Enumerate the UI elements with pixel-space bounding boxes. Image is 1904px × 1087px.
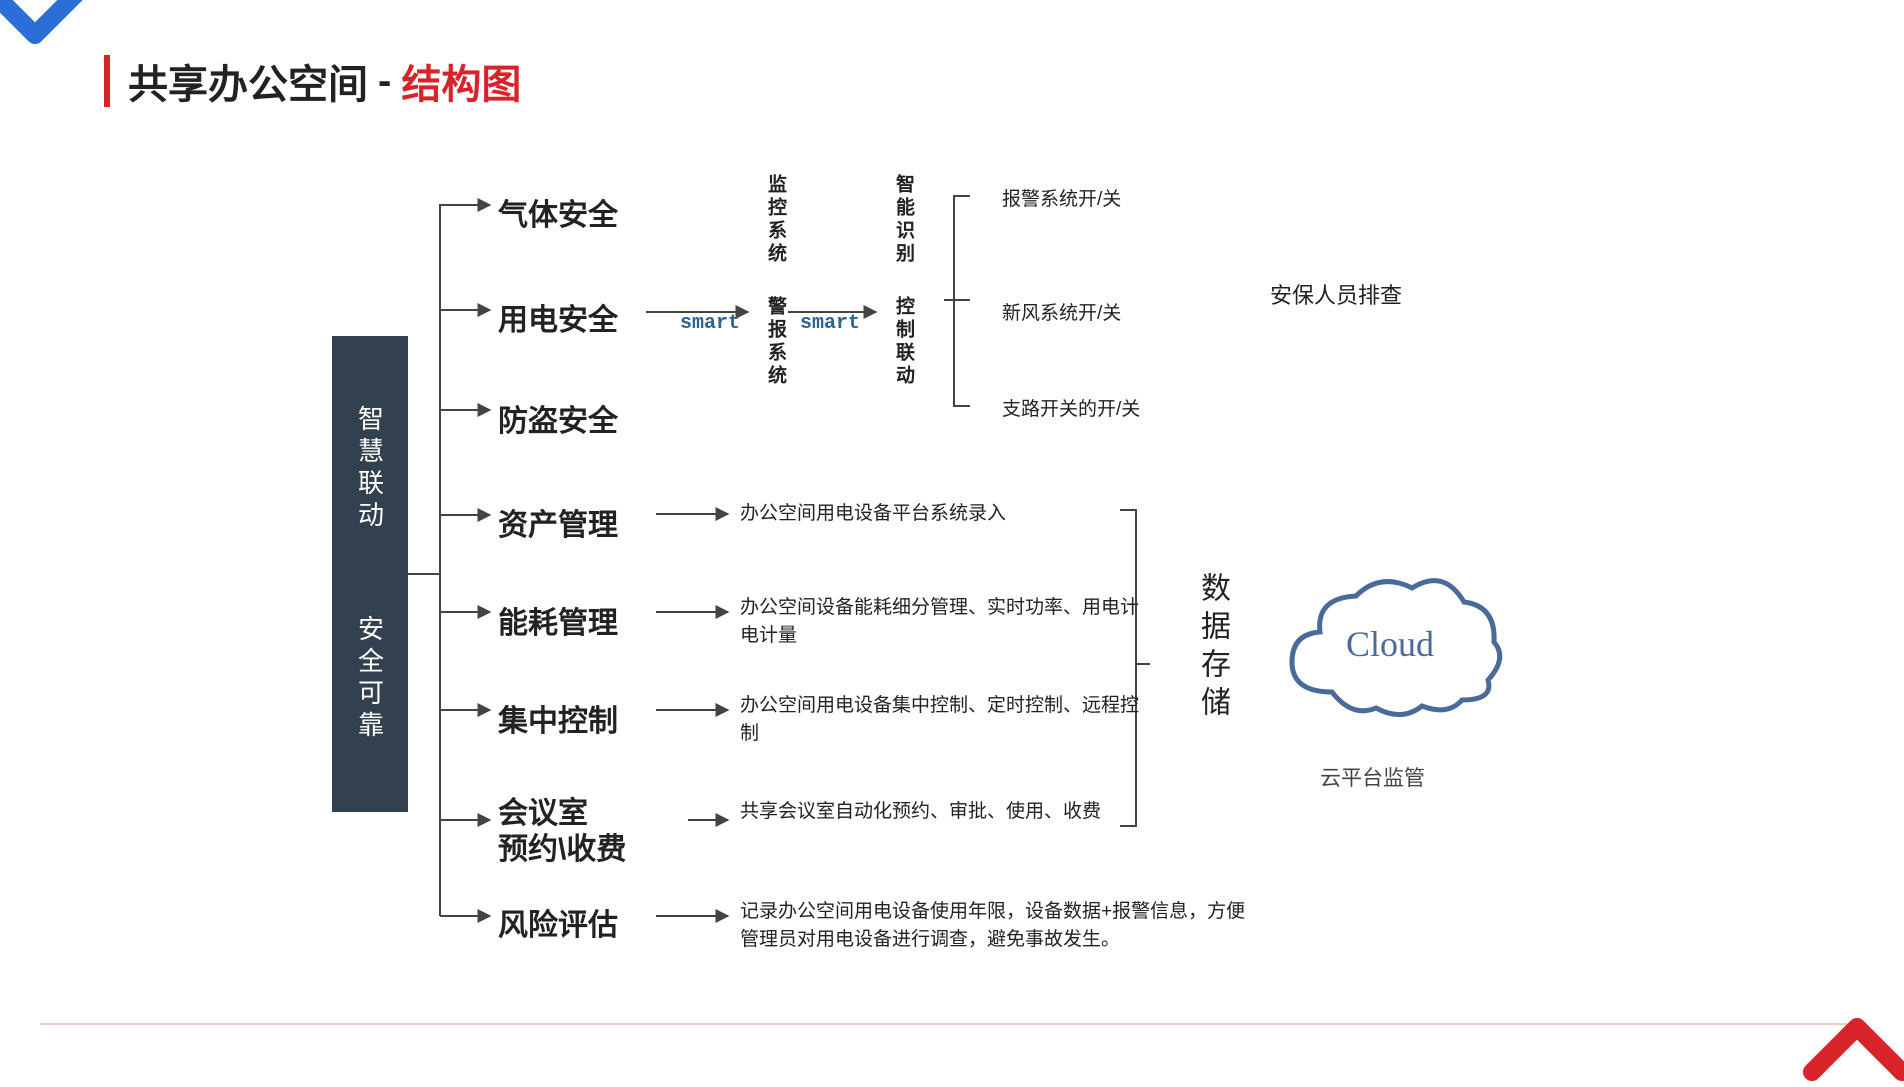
title-sep: -	[378, 59, 391, 104]
root-node: 智慧联动 安全可靠	[332, 336, 408, 812]
top-note: 安保人员排查	[1270, 280, 1402, 312]
title-accent-bar	[104, 55, 110, 107]
smart-label-1: smart	[680, 312, 740, 335]
node-asset: 资产管理	[498, 500, 618, 544]
node-ctrl: 集中控制	[498, 696, 618, 740]
desc-meet: 共享会议室自动化预约、审批、使用、收费	[740, 798, 1140, 826]
cloud-caption: 云平台监管	[1320, 762, 1425, 792]
storage-label: 数据存储	[1190, 572, 1234, 724]
result-3: 支路开关的开/关	[1002, 396, 1140, 424]
node-power: 用电安全	[498, 295, 618, 339]
footer-rule	[40, 1023, 1864, 1025]
node-risk: 风险评估	[498, 900, 618, 944]
page-title: 共享办公空间 - 结构图	[104, 52, 521, 110]
recog-label: 智能识别	[890, 174, 917, 266]
root-label-1: 智慧联动	[352, 405, 389, 533]
title-main: 共享办公空间	[128, 52, 368, 110]
root-label-2: 安全可靠	[352, 615, 389, 743]
desc-energy: 办公空间设备能耗细分管理、实时功率、用电计电计量	[740, 594, 1140, 649]
node-meet-sub: 预约\收费	[498, 824, 626, 868]
desc-risk: 记录办公空间用电设备使用年限，设备数据+报警信息，方便管理员对用电设备进行调查，…	[740, 898, 1260, 953]
cloud-text: Cloud	[1346, 624, 1434, 664]
result-1: 报警系统开/关	[1002, 186, 1121, 214]
node-gas: 气体安全	[498, 190, 618, 234]
corner-chevron-br-icon	[1802, 1002, 1904, 1087]
link-label: 控制联动	[890, 296, 917, 388]
diagram-canvas: 共享办公空间 - 结构图 智慧联动 安全可靠	[0, 0, 1904, 1069]
smart-label-2: smart	[800, 312, 860, 335]
node-energy: 能耗管理	[498, 598, 618, 642]
cloud-icon: Cloud	[1272, 562, 1512, 737]
monitor-label: 监控系统	[762, 174, 789, 266]
node-theft: 防盗安全	[498, 396, 618, 440]
corner-chevron-tl-icon	[0, 0, 100, 65]
desc-ctrl: 办公空间用电设备集中控制、定时控制、远程控制	[740, 692, 1140, 747]
alarm-label: 警报系统	[762, 296, 789, 388]
result-2: 新风系统开/关	[1002, 300, 1121, 328]
title-highlight: 结构图	[401, 52, 521, 110]
desc-asset: 办公空间用电设备平台系统录入	[740, 500, 1140, 528]
